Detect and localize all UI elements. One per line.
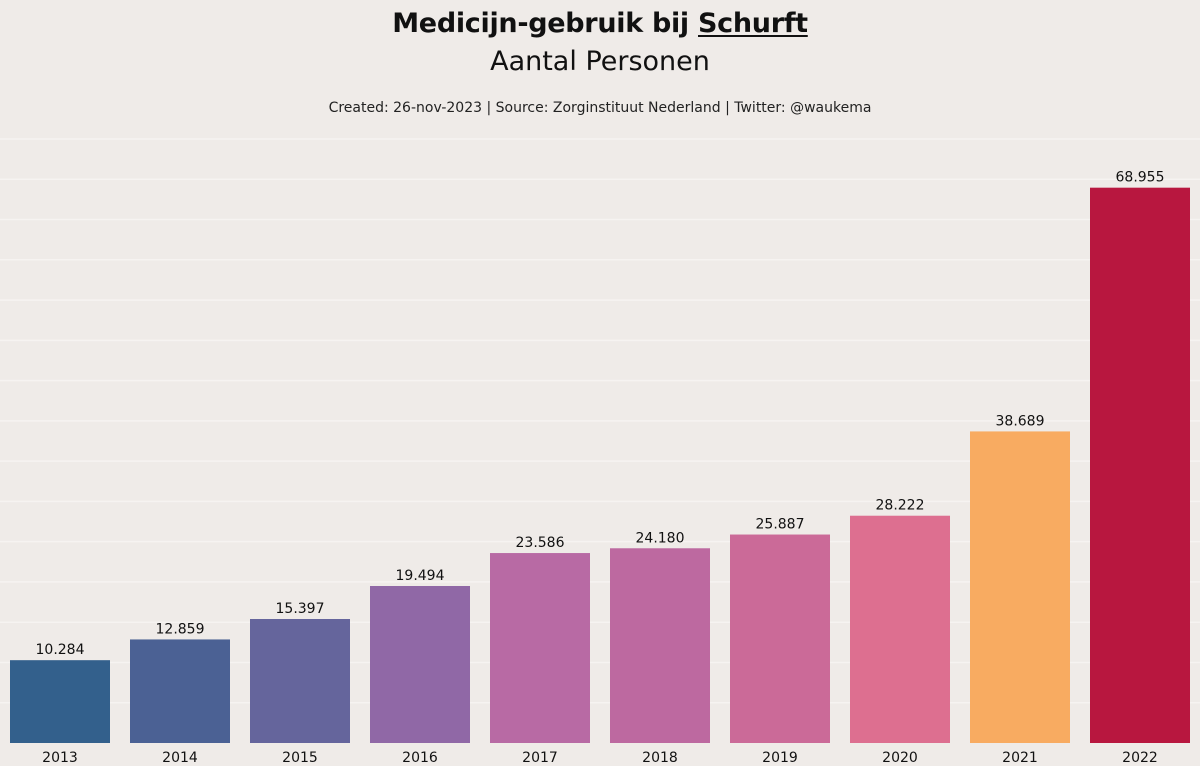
- bar-2018[interactable]: [610, 548, 710, 743]
- value-label-2022: 68.955: [1116, 170, 1165, 186]
- bar-2021[interactable]: [970, 431, 1070, 743]
- bar-2016[interactable]: [370, 586, 470, 743]
- bar-2015[interactable]: [250, 619, 350, 743]
- x-tick-label-2021: 2021: [1002, 750, 1038, 766]
- x-tick-label-2022: 2022: [1122, 750, 1158, 766]
- x-tick-label-2017: 2017: [522, 750, 558, 766]
- x-axis-labels: 2013 2014 2015 2016 2017 2018 2019 2020 2021 2022: [42, 750, 1158, 766]
- x-tick-label-2018: 2018: [642, 750, 678, 766]
- bar-2019[interactable]: [730, 534, 830, 743]
- x-tick-label-2016: 2016: [402, 750, 438, 766]
- bar-2014[interactable]: [130, 639, 230, 743]
- chart-title: Medicijn-gebruik bij Schurft: [0, 8, 1200, 39]
- x-tick-label-2013: 2013: [42, 750, 78, 766]
- chart-subtitle: Aantal Personen: [490, 46, 710, 77]
- value-label-2018: 24.180: [636, 530, 685, 546]
- value-label-2014: 12.859: [156, 621, 205, 637]
- x-tick-label-2019: 2019: [762, 750, 798, 766]
- title-text: Medicijn-gebruik bij: [392, 8, 698, 39]
- bar-2013[interactable]: [10, 660, 110, 743]
- bar-2020[interactable]: [850, 515, 950, 743]
- x-tick-label-2014: 2014: [162, 750, 198, 766]
- value-label-2021: 38.689: [996, 413, 1045, 429]
- value-labels: 10.284 12.859 15.397 19.494 23.586 24.180 25.8…: [36, 170, 1165, 658]
- value-label-2020: 28.222: [876, 498, 925, 514]
- value-label-2016: 19.494: [396, 568, 445, 584]
- value-label-2013: 10.284: [36, 642, 85, 658]
- x-tick-label-2020: 2020: [882, 750, 918, 766]
- value-label-2019: 25.887: [756, 517, 805, 533]
- bar-2017[interactable]: [490, 553, 590, 743]
- title-emphasis: Schurft: [698, 8, 808, 39]
- value-label-2015: 15.397: [276, 601, 325, 617]
- bars: [10, 187, 1190, 744]
- bar-2022[interactable]: [1090, 187, 1190, 744]
- source-credit: Created: 26-nov-2023 | Source: Zorginsti…: [328, 100, 872, 116]
- value-label-2017: 23.586: [516, 535, 565, 551]
- x-tick-label-2015: 2015: [282, 750, 318, 766]
